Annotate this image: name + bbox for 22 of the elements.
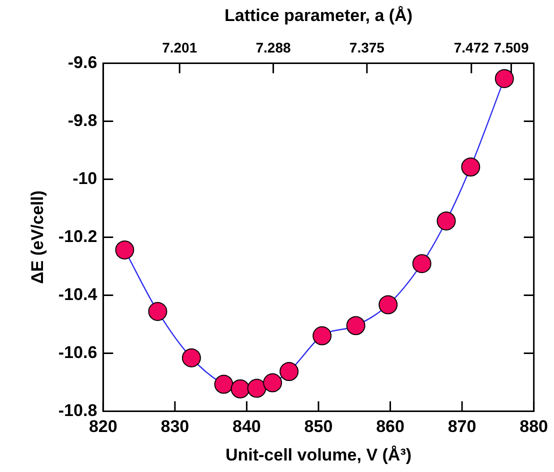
x2-tick-label: 7.201 [162, 40, 198, 56]
x2-tick-label: 7.472 [454, 40, 490, 56]
x-tick-label: 840 [232, 417, 261, 436]
x2-tick-label: 7.288 [256, 40, 291, 56]
y-tick-label: -10.2 [58, 226, 98, 246]
x-tick-label: 820 [88, 417, 118, 436]
x-tick-label: 870 [448, 417, 476, 436]
x2-axis-title: Lattice parameter, a (Å) [224, 6, 412, 25]
y-tick-label: -9.8 [68, 110, 98, 130]
y-tick-label: -10 [72, 168, 98, 188]
x-tick-label: 830 [160, 417, 190, 436]
y-tick-label: -10.4 [58, 284, 98, 304]
y-tick-label: -10.6 [58, 342, 98, 362]
x-axis-title: Unit-cell volume, V (Å³) [225, 445, 412, 464]
x-tick-label: 860 [376, 417, 404, 436]
x-tick-label: 850 [304, 417, 333, 436]
x-tick-label: 880 [520, 417, 548, 436]
y-axis-title: ΔE (eV/cell) [28, 190, 47, 284]
y-tick-label: -10.8 [58, 400, 98, 420]
x2-tick-label: 7.509 [494, 40, 529, 56]
y-tick-label: -9.6 [68, 52, 98, 72]
x2-tick-label: 7.375 [349, 40, 385, 56]
